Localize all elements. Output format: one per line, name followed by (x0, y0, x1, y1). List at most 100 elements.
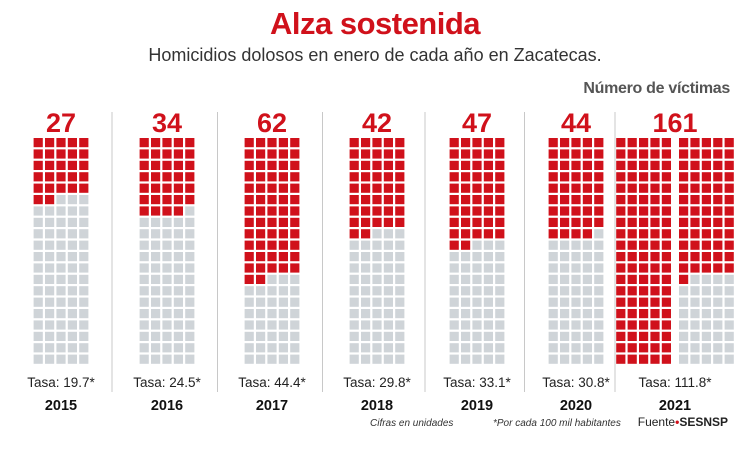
empty-cell (256, 309, 266, 319)
year-label-2016: 2016 (151, 398, 183, 414)
victim-cell (483, 195, 493, 205)
empty-cell (361, 309, 371, 319)
victim-cell (679, 229, 689, 239)
empty-cell (45, 309, 55, 319)
year-column-2021: 161 Tasa: 111.8* 2021 (616, 108, 734, 414)
victim-cell (650, 195, 660, 205)
victim-cell (560, 217, 570, 227)
victim-cell (349, 183, 359, 193)
victim-cell (690, 240, 700, 250)
victim-cell (616, 263, 626, 273)
victim-cell (661, 274, 671, 284)
victim-cell (290, 240, 300, 250)
empty-cell (79, 286, 89, 296)
victim-cell (290, 138, 300, 148)
rate-label-2017: Tasa: 44.4* (238, 375, 306, 390)
empty-cell (185, 263, 195, 273)
empty-cell (690, 331, 700, 341)
victim-cell (349, 172, 359, 182)
victim-cell (267, 217, 277, 227)
empty-cell (162, 309, 172, 319)
empty-cell (582, 286, 592, 296)
victim-cell (639, 343, 649, 353)
empty-cell (571, 354, 581, 364)
victim-cell (627, 343, 637, 353)
empty-cell (162, 240, 172, 250)
victim-cell (56, 149, 66, 159)
empty-cell (139, 297, 149, 307)
victim-cell (461, 183, 471, 193)
empty-cell (278, 354, 288, 364)
empty-cell (56, 343, 66, 353)
empty-cell (701, 286, 711, 296)
victim-cell (713, 240, 723, 250)
victim-cell (151, 206, 161, 216)
empty-cell (383, 240, 393, 250)
victim-cell (639, 206, 649, 216)
empty-cell (185, 274, 195, 284)
empty-cell (45, 343, 55, 353)
empty-cell (713, 274, 723, 284)
victim-cell (724, 149, 734, 159)
empty-cell (548, 297, 558, 307)
victim-cell (661, 252, 671, 262)
victim-cell (650, 309, 660, 319)
empty-cell (162, 229, 172, 239)
victim-cell (627, 297, 637, 307)
victim-cell (679, 274, 689, 284)
empty-cell (461, 343, 471, 353)
empty-cell (383, 309, 393, 319)
victim-cell (256, 160, 266, 170)
empty-cell (56, 354, 66, 364)
empty-cell (571, 331, 581, 341)
victim-cell (472, 172, 482, 182)
empty-cell (361, 343, 371, 353)
empty-cell (45, 297, 55, 307)
victim-cell (461, 160, 471, 170)
victim-cell (701, 229, 711, 239)
empty-cell (594, 263, 604, 273)
empty-cell (395, 354, 405, 364)
empty-cell (383, 229, 393, 239)
empty-cell (560, 240, 570, 250)
victim-cell (461, 172, 471, 182)
empty-cell (449, 320, 459, 330)
empty-cell (372, 240, 382, 250)
empty-cell (173, 320, 183, 330)
empty-cell (449, 286, 459, 296)
victim-cell (349, 138, 359, 148)
victim-cell (79, 160, 89, 170)
victim-cell (256, 195, 266, 205)
empty-cell (495, 343, 505, 353)
victim-cell (139, 172, 149, 182)
empty-cell (185, 331, 195, 341)
victim-cell (173, 160, 183, 170)
victim-cell (639, 217, 649, 227)
victim-cell (173, 195, 183, 205)
empty-cell (185, 286, 195, 296)
victim-cell (627, 160, 637, 170)
empty-cell (361, 286, 371, 296)
empty-cell (483, 263, 493, 273)
source-credit: Fuente•SESNSP (638, 415, 728, 429)
victim-cell (256, 252, 266, 262)
victim-cell (616, 286, 626, 296)
empty-cell (472, 320, 482, 330)
victim-cell (45, 172, 55, 182)
empty-cell (395, 286, 405, 296)
empty-cell (495, 320, 505, 330)
victim-cell (361, 195, 371, 205)
empty-cell (483, 252, 493, 262)
empty-cell (139, 309, 149, 319)
empty-cell (139, 331, 149, 341)
victim-cell (639, 195, 649, 205)
victim-cell (679, 160, 689, 170)
victim-cell (33, 183, 43, 193)
victim-cell (616, 217, 626, 227)
victim-cell (560, 206, 570, 216)
value-label-2019: 47 (462, 108, 492, 138)
empty-cell (173, 240, 183, 250)
empty-cell (79, 309, 89, 319)
empty-cell (495, 263, 505, 273)
victim-cell (701, 172, 711, 182)
